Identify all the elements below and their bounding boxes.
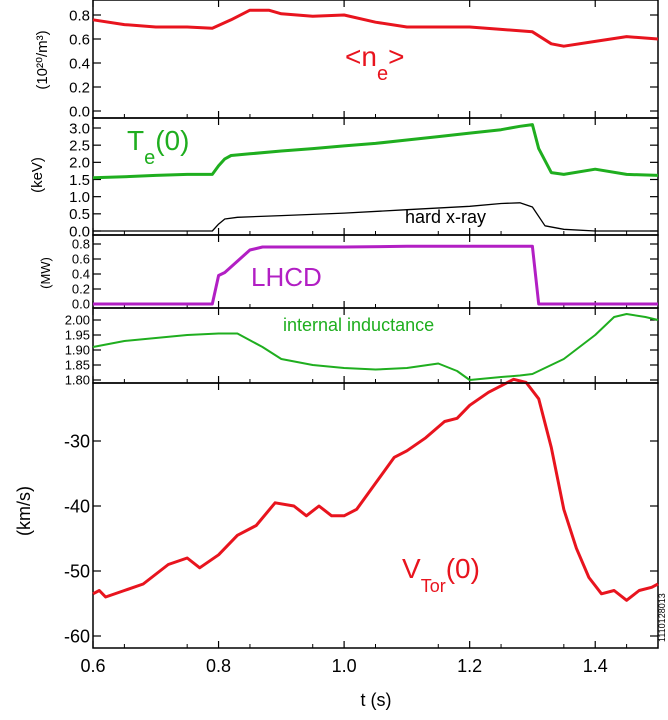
panel-lhcd: 0.80.60.40.20.0 (72, 234, 659, 312)
panel-lhcd-label: LHCD (251, 262, 322, 292)
panel-te-ylabel: (keV) (29, 157, 46, 193)
panel-lhcd-ytick-label: 0.4 (72, 267, 90, 282)
panel-te-label: Te(0) (127, 125, 189, 169)
panel-te-ytick-label: 0.0 (69, 223, 90, 240)
panel-inductance-ytick-label: 1.90 (65, 343, 90, 358)
xtick-label: 0.6 (80, 656, 105, 676)
panel-lhcd-ylabel: (MW) (38, 257, 53, 289)
panel-vtor-ytick-label: -60 (64, 626, 90, 646)
panel-density-ytick-label: 0.4 (69, 55, 90, 72)
panel-vtor-frame (92, 382, 659, 649)
panel-inductance-ytick-label: 2.00 (65, 313, 90, 328)
panel-te-ytick-label: 1.0 (69, 189, 90, 206)
panel-vtor-ylabel: (km/s) (14, 486, 34, 536)
panel-inductance-label: internal inductance (283, 315, 434, 335)
panel-te-ytick-label: 2.0 (69, 155, 90, 172)
panel-vtor-ytick-label: -40 (64, 496, 90, 516)
panel-density-ytick-label: 0.2 (69, 79, 90, 96)
panel-te-ytick-label: 0.5 (69, 206, 90, 223)
te-label-sub: e (144, 147, 155, 169)
panel-density-series-line (92, 8, 659, 48)
panel-te-series-line (93, 202, 658, 232)
panel-te-series-line (92, 123, 659, 180)
te-label-suffix: (0) (155, 125, 189, 156)
panel-inductance-ytick-label: 1.95 (65, 328, 90, 343)
hard-xray-annotation: hard x-ray (405, 207, 486, 227)
panel-vtor-ytick-label: -30 (64, 431, 90, 451)
panel-vtor-label: VTor(0) (402, 553, 480, 596)
te-label-main: T (127, 125, 144, 156)
density-label-main: <n (345, 41, 377, 72)
panel-te-ytick-label: 2.5 (69, 137, 90, 154)
x-axis-label: t (s) (361, 690, 392, 710)
panel-lhcd-ytick-label: 0.0 (72, 297, 90, 312)
panel-density-ytick-label: 0.8 (69, 7, 90, 24)
panel-density-label: <ne> (345, 41, 404, 85)
panel-lhcd-ytick-label: 0.8 (72, 237, 90, 252)
panel-vtor-ytick-label: -50 (64, 561, 90, 581)
xtick-label: 1.2 (457, 656, 482, 676)
panel-inductance-series-line (92, 313, 659, 381)
figure-id: 1110128013 (657, 593, 667, 642)
vtor-label-suffix: (0) (446, 553, 480, 584)
panel-density-ytick-label: 0.0 (69, 103, 90, 120)
panel-vtor-series-line (92, 377, 659, 602)
density-label-suffix: > (388, 41, 404, 72)
vtor-label-sub: Tor (421, 576, 446, 596)
density-label-sub: e (377, 63, 388, 85)
panel-inductance-ytick-label: 1.80 (65, 373, 90, 388)
xtick-label: 0.8 (206, 656, 231, 676)
panel-density-ylabel: (10²⁰/m³) (34, 30, 51, 89)
panel-density-ytick-label: 0.6 (69, 31, 90, 48)
xtick-label: 1.4 (583, 656, 608, 676)
panel-te-ytick-label: 1.5 (69, 172, 90, 189)
panel-lhcd-ytick-label: 0.6 (72, 252, 90, 267)
panel-inductance: 2.001.951.901.851.80 (65, 307, 659, 388)
panel-lhcd-series-line (93, 244, 658, 306)
panel-density: 0.8 0.6 0.4 0.2 0.0 (69, 0, 659, 120)
xtick-label: 1.0 (332, 656, 357, 676)
panel-te-ytick-label: 3.0 (69, 120, 90, 137)
panel-te: 3.02.52.01.51.00.50.0 (69, 117, 659, 240)
panel-inductance-ytick-label: 1.85 (65, 358, 90, 373)
panel-vtor: -30 -40 -50 -60 (64, 377, 659, 649)
panel-lhcd-ytick-label: 0.2 (72, 282, 90, 297)
vtor-label-main: V (402, 553, 421, 584)
